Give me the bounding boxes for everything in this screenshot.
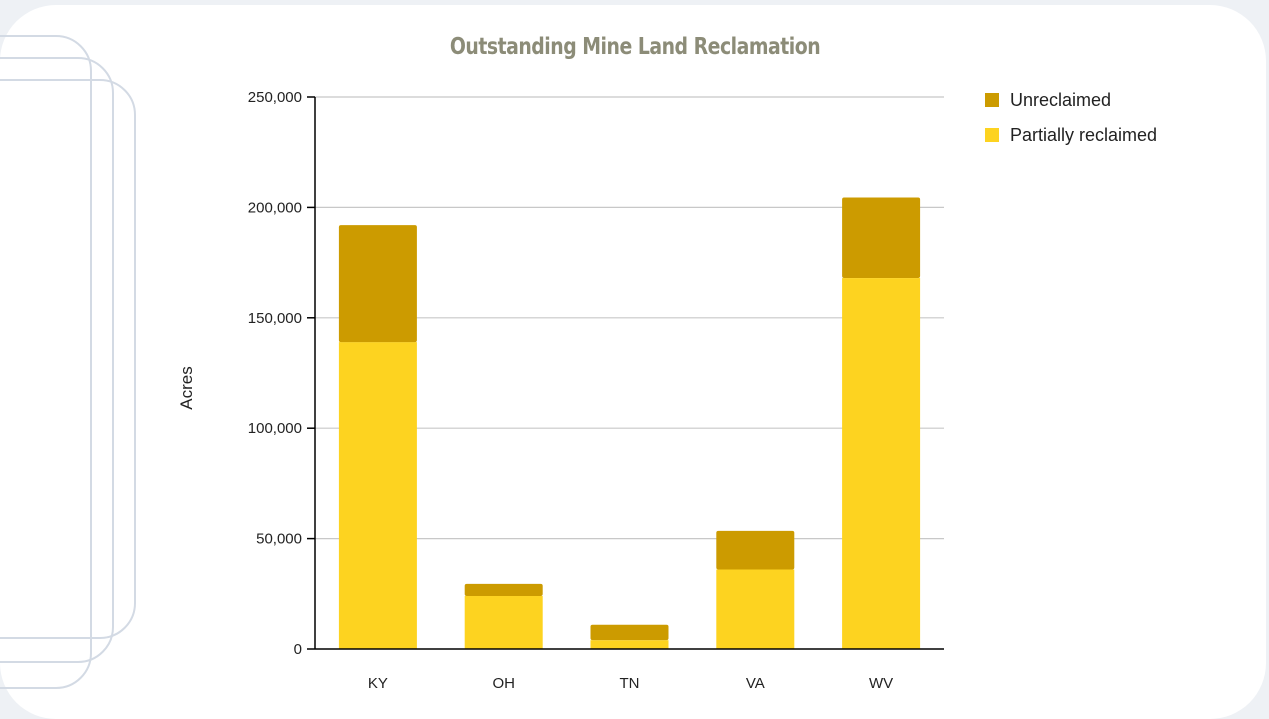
x-tick-label: OH [492,675,515,692]
y-axis-label: Acres [177,366,196,409]
legend-label-unreclaimed: Unreclaimed [1010,89,1112,110]
x-tick-label: TN [620,675,640,692]
bar-oh-partially-reclaimed [464,596,543,649]
bar-ky-partially-reclaimed [338,342,417,649]
y-tick-label: 0 [294,641,302,658]
bar-va-partially-reclaimed [716,569,795,649]
bar-ky-unreclaimed [338,225,417,343]
x-tick-label: WV [869,675,893,692]
x-tick-label: KY [368,675,388,692]
y-tick-label: 250,000 [248,89,302,106]
legend-swatch-partially-reclaimed [985,128,999,142]
y-tick-label: 200,000 [248,199,302,216]
bar-oh-unreclaimed [464,583,543,597]
axes [314,97,944,650]
x-tick-labels: KY OH TN VA WV [368,675,893,692]
decorative-frame-1 [0,35,92,689]
bar-tn-unreclaimed [590,624,669,641]
x-tick-label: VA [746,675,765,692]
y-tick-label: 100,000 [248,420,302,437]
legend: Unreclaimed Partially reclaimed [985,88,1157,158]
legend-swatch-unreclaimed [985,93,999,107]
bar-wv-partially-reclaimed [842,278,921,649]
chart-card [0,5,1266,719]
y-tick-label: 50,000 [256,531,302,548]
legend-item-partially-reclaimed: Partially reclaimed [985,123,1157,147]
gridlines [315,96,944,540]
legend-label-partially-reclaimed: Partially reclaimed [1010,124,1158,145]
decorative-frame-2 [0,57,114,663]
y-tick-labels: 0 50,000 100,000 150,000 200,000 250,000 [248,89,315,658]
bar-wv-unreclaimed [842,197,921,279]
bars [338,197,921,649]
bar-tn-partially-reclaimed [590,640,669,649]
decorative-frame-3 [0,79,136,639]
chart-title: Outstanding Mine Land Reclamation [449,34,821,60]
bar-va-unreclaimed [716,530,795,570]
y-tick-label: 150,000 [248,310,302,327]
legend-item-unreclaimed: Unreclaimed [985,88,1157,112]
